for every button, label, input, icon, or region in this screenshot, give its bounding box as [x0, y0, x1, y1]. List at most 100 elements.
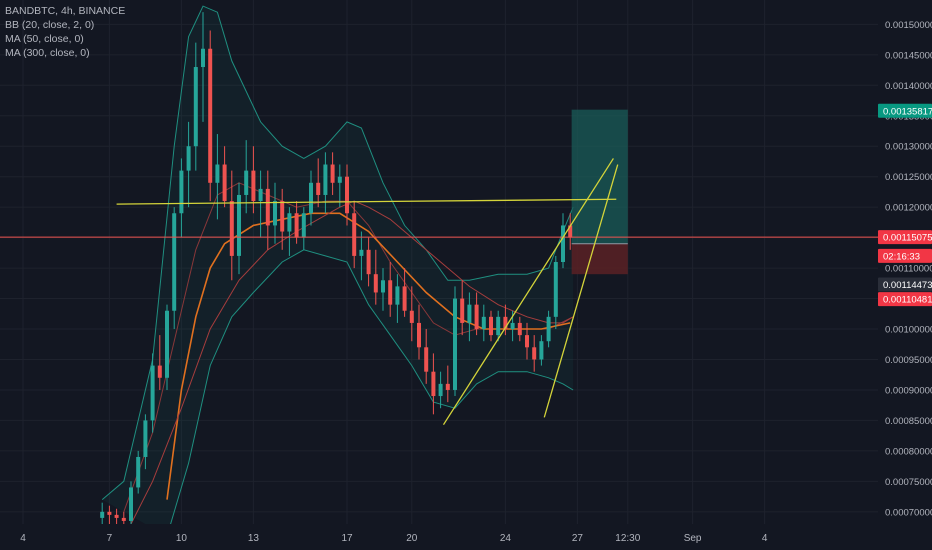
- candle-down: [517, 322, 522, 336]
- candle-down: [424, 347, 429, 372]
- x-tick-label: 27: [572, 533, 584, 544]
- candle-down: [345, 176, 349, 214]
- price-tag: [878, 292, 932, 307]
- candle-down: [532, 347, 537, 360]
- candle-up: [553, 262, 558, 317]
- candle-down: [229, 201, 234, 256]
- position-stop-zone: [571, 243, 628, 275]
- x-tick-label: 7: [107, 533, 113, 544]
- trendlines[interactable]: [116, 158, 619, 426]
- bb-indicator-label[interactable]: BB (20, close, 2, 0): [5, 19, 95, 31]
- candle-down: [208, 48, 213, 183]
- candle-up: [301, 213, 306, 238]
- candle-up: [546, 316, 551, 342]
- ma300-line: [166, 212, 571, 500]
- candle-down: [157, 365, 162, 378]
- candle-down: [373, 274, 378, 293]
- candle-up: [510, 322, 515, 330]
- candle-up: [244, 170, 249, 195]
- candle-down: [222, 164, 227, 202]
- candle-up: [438, 383, 443, 397]
- candle-down: [417, 322, 421, 348]
- candle-down: [294, 213, 299, 238]
- candle-down: [568, 225, 573, 238]
- x-tick-label: 10: [176, 533, 188, 544]
- candle-up: [215, 164, 220, 183]
- candle-up: [323, 164, 328, 195]
- candle-up: [129, 487, 133, 521]
- candle-up: [150, 365, 155, 421]
- x-tick-label: 4: [20, 533, 26, 544]
- trendline: [116, 198, 617, 205]
- candlesticks: [100, 12, 573, 524]
- candle-down: [409, 310, 414, 323]
- candle-down: [445, 383, 450, 390]
- candle-down: [366, 249, 371, 275]
- bb-upper-line: [101, 5, 574, 500]
- x-tick-label: Sep: [684, 533, 702, 544]
- y-tick-label: 0.00075000: [885, 477, 932, 488]
- candle-up: [381, 280, 385, 293]
- price-tag: [878, 277, 932, 292]
- time-axis[interactable]: 4 7 10 13 17 20 24 27 12:30 Sep 4: [0, 524, 932, 550]
- candle-down: [474, 304, 479, 330]
- candle-down: [431, 371, 436, 397]
- candle-down: [330, 164, 335, 183]
- price-tag-label: 0.00110481: [883, 295, 932, 306]
- price-tag: [878, 103, 932, 118]
- price-tag: [878, 248, 932, 263]
- price-tags: 0.00135817 0.00115075 02:16:33 0.00114473 0.…: [878, 103, 932, 307]
- candle-up: [186, 146, 191, 171]
- ma50-indicator-label[interactable]: MA (50, close, 0): [5, 33, 84, 45]
- candle-down: [525, 335, 529, 348]
- y-tick-label: 0.00070000: [885, 507, 932, 518]
- price-tag-label: 0.00135817: [883, 106, 932, 117]
- candle-up: [100, 511, 105, 518]
- price-tag-label: 02:16:33: [883, 251, 920, 262]
- y-tick-label: 0.00090000: [885, 385, 932, 396]
- candle-down: [316, 182, 321, 195]
- y-tick-label: 0.00100000: [885, 325, 932, 336]
- ma300-indicator-label[interactable]: MA (300, close, 0): [5, 47, 90, 59]
- chart-legend: BANDBTC, 4h, BINANCE BB (20, close, 2, 0…: [5, 4, 125, 60]
- candle-up: [237, 194, 241, 256]
- x-tick-label: 17: [341, 533, 353, 544]
- candle-down: [280, 201, 285, 232]
- candle-down: [352, 213, 357, 256]
- price-tag: [878, 230, 932, 245]
- ma50-line: [130, 200, 574, 525]
- candle-up: [273, 201, 277, 226]
- candle-up: [258, 188, 263, 202]
- y-tick-label: 0.00110000: [885, 264, 932, 275]
- candle-down: [402, 286, 407, 311]
- symbol-title[interactable]: BANDBTC, 4h, BINANCE: [5, 5, 126, 17]
- candle-down: [460, 298, 465, 323]
- candle-down: [121, 517, 126, 521]
- price-tag-label: 0.00115075: [883, 233, 932, 244]
- candle-up: [165, 310, 169, 378]
- candle-down: [503, 316, 508, 330]
- candle-down: [265, 188, 270, 226]
- candle-down: [114, 514, 119, 518]
- candle-down: [489, 316, 493, 336]
- long-position-tool[interactable]: [571, 109, 628, 275]
- candle-up: [172, 213, 177, 311]
- trendline: [543, 164, 619, 418]
- candle-up: [359, 249, 364, 256]
- candle-up: [467, 304, 472, 323]
- y-tick-label: 0.00130000: [885, 142, 932, 153]
- trendline: [442, 158, 614, 426]
- candle-up: [337, 176, 342, 183]
- y-tick-label: 0.00120000: [885, 203, 932, 214]
- y-tick-label: 0.00125000: [885, 172, 932, 183]
- candle-up: [481, 316, 486, 330]
- candle-up: [561, 225, 565, 262]
- y-tick-label: 0.00145000: [885, 50, 932, 61]
- candle-up: [136, 456, 141, 488]
- time-axis-background: [0, 524, 932, 550]
- candle-up: [539, 341, 544, 360]
- candle-up: [179, 170, 184, 214]
- moving-averages: [130, 200, 574, 525]
